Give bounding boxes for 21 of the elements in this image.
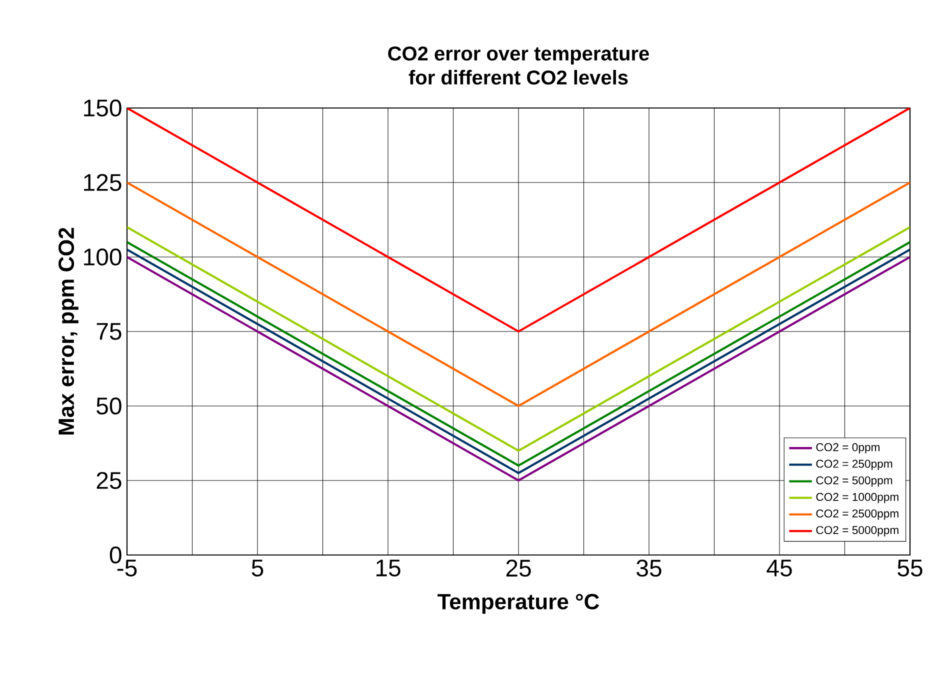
x-axis-title: Temperature °C (438, 594, 600, 614)
legend-label: CO2 = 0ppm (816, 443, 880, 454)
y-tick-label: 150 (84, 99, 122, 116)
y-tick-label: 50 (96, 397, 122, 414)
y-axis-title: Max error, ppm CO2 (58, 228, 78, 435)
y-tick-label: 75 (96, 323, 122, 340)
legend-label: CO2 = 1000ppm (816, 492, 898, 504)
y-tick-label: 25 (96, 472, 122, 489)
legend-label: CO2 = 250ppm (816, 460, 892, 470)
x-tick-label: 55 (898, 560, 922, 576)
x-tick-label: 15 (376, 560, 400, 576)
y-tick-label: 100 (84, 248, 122, 266)
x-tick-label: 5 (252, 560, 264, 576)
x-tick-label: 45 (766, 560, 792, 576)
x-tick-label: 35 (636, 560, 662, 577)
x-tick-label: 25 (506, 560, 531, 577)
legend-label: CO2 = 500ppm (816, 476, 892, 487)
chart-title: CO2 error over temperature for different CO2 levels (388, 46, 649, 85)
y-tick-label: 125 (84, 174, 122, 191)
legend-label: CO2 = 2500ppm (816, 509, 898, 520)
legend-label: CO2 = 5000ppm (816, 526, 898, 536)
